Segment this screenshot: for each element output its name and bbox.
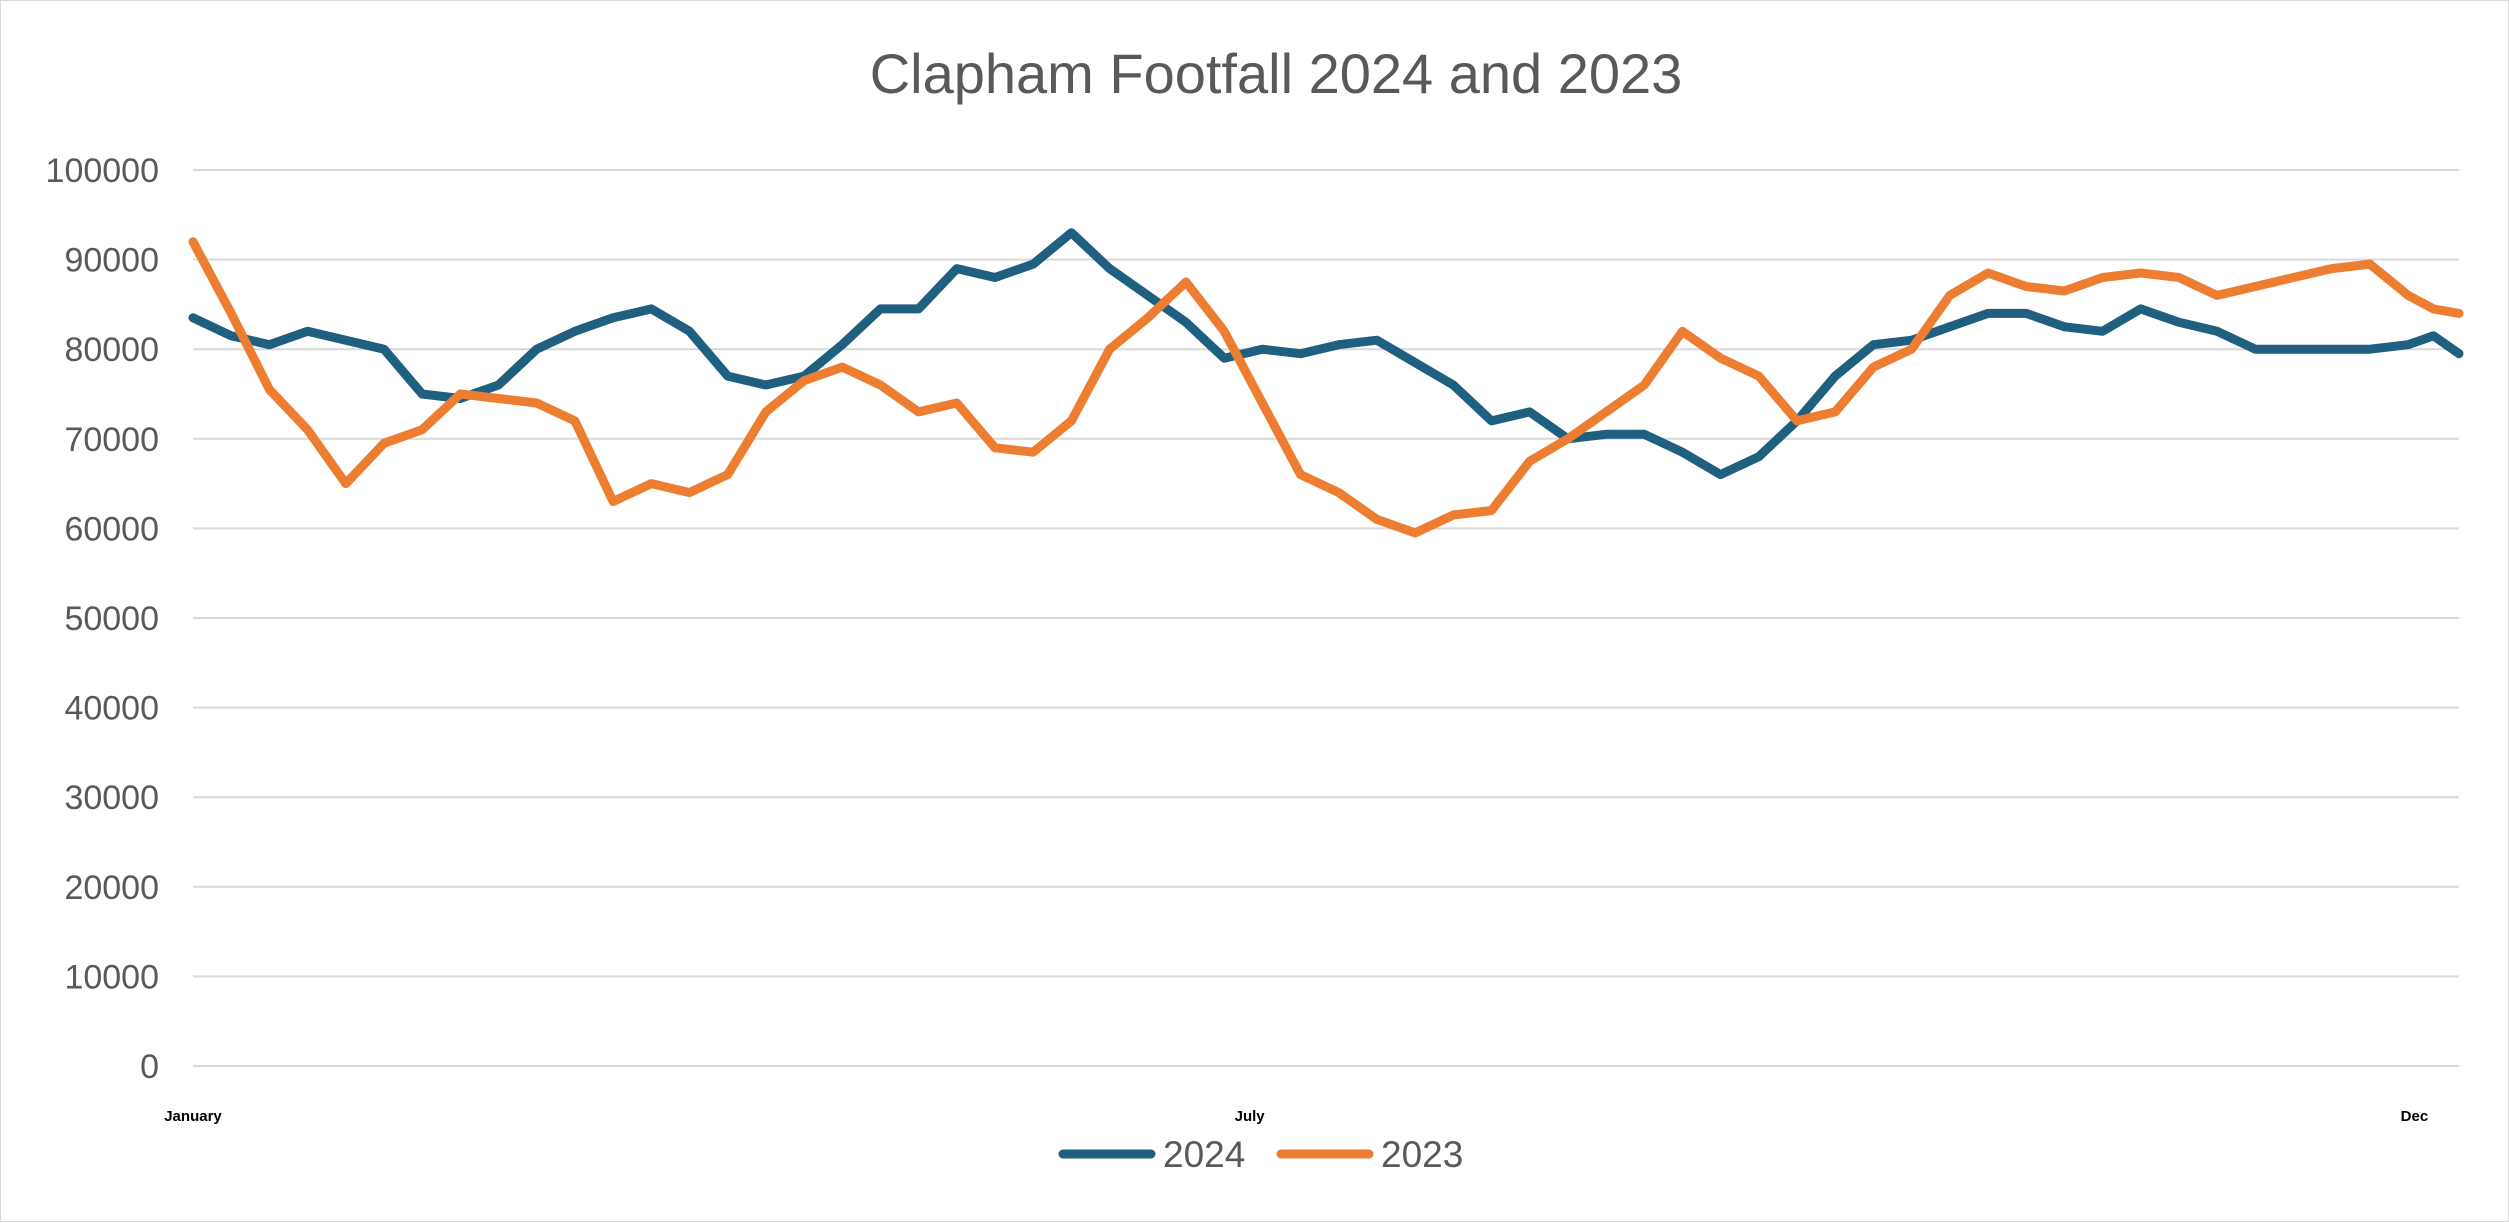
- y-tick-label: 100000: [46, 152, 159, 190]
- y-axis-tick-labels: 0 10000 20000 30000 40000 50000 60000 70000 8000…: [46, 152, 159, 1086]
- x-axis-tick-labels: January July Dec: [164, 1108, 2428, 1125]
- legend-label-2024: 2024: [1163, 1134, 1245, 1175]
- y-tick-label: 10000: [64, 958, 159, 996]
- y-tick-label: 0: [140, 1048, 159, 1086]
- y-tick-label: 40000: [64, 690, 159, 728]
- y-tick-label: 20000: [64, 869, 159, 907]
- x-tick-label-july: July: [1235, 1108, 1266, 1125]
- series-line-2023: [188, 237, 2464, 538]
- gridlines: [193, 169, 2459, 1067]
- legend-label-2023: 2023: [1381, 1134, 1463, 1175]
- y-tick-label: 90000: [64, 242, 159, 280]
- x-tick-label-january: January: [164, 1108, 222, 1125]
- y-tick-label: 80000: [64, 331, 159, 369]
- y-tick-label: 50000: [64, 600, 159, 638]
- legend: 2024 2023: [1058, 1134, 1463, 1175]
- y-tick-label: 60000: [64, 510, 159, 548]
- x-tick-label-dec: Dec: [2401, 1108, 2429, 1125]
- y-tick-label: 70000: [64, 421, 159, 459]
- series-lines: [188, 228, 2464, 538]
- y-tick-label: 30000: [64, 779, 159, 817]
- chart-title: Clapham Footfall 2024 and 2023: [870, 42, 1683, 105]
- series-line-2024: [188, 228, 2464, 480]
